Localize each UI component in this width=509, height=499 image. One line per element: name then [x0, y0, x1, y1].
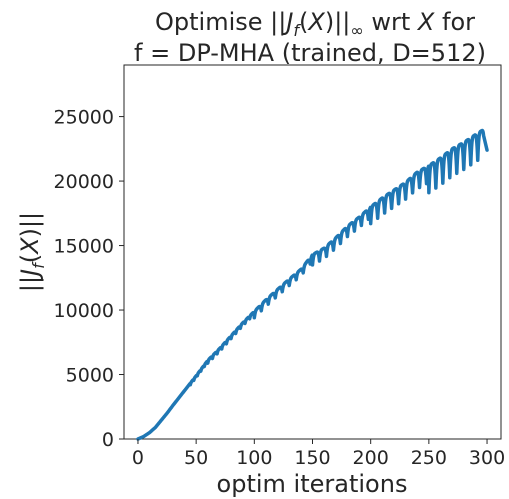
ylabel-part-5: X — [16, 237, 44, 256]
ylabel-part-2: J — [16, 269, 44, 280]
title-part-8: wrt — [364, 8, 418, 36]
x-axis-label: optim iterations — [217, 470, 408, 498]
y-tick-label: 5000 — [66, 365, 114, 387]
x-tick-label: 0 — [132, 447, 144, 469]
title-part-10: for — [434, 8, 475, 36]
x-ticks: 0 50 100 150 200 250 300 — [132, 439, 505, 469]
y-axis-label: ||Jf(X)|| — [16, 212, 48, 292]
title-part-5: X — [306, 8, 325, 36]
x-tick-label: 50 — [184, 447, 208, 469]
title-part-1: Optimise || — [155, 8, 286, 36]
y-tick-label: 25000 — [54, 107, 114, 129]
title-part-6: )|| — [325, 8, 351, 36]
ylabel-part-4: ( — [16, 254, 44, 263]
y-tick-label: 0 — [102, 429, 114, 451]
title-part-9: X — [416, 8, 435, 36]
y-ticks: 0 5000 10000 15000 20000 25000 — [54, 107, 124, 451]
title-part-3: f — [293, 21, 301, 40]
chart-title-line2: f = DP-MHA (trained, D=512) — [134, 39, 486, 67]
y-tick-label: 15000 — [54, 236, 114, 258]
title-part-2: J — [282, 8, 293, 36]
y-tick-label: 20000 — [54, 171, 114, 193]
chart-title-line1: Optimise ||Jf(X)||∞ wrt X for — [155, 8, 475, 40]
ylabel-part-3: f — [29, 261, 48, 269]
y-tick-label: 10000 — [54, 300, 114, 322]
x-tick-label: 100 — [236, 447, 272, 469]
title-part-7: ∞ — [350, 21, 363, 40]
x-tick-label: 250 — [411, 447, 447, 469]
x-tick-label: 300 — [469, 447, 505, 469]
ylabel-part-1: || — [16, 276, 44, 292]
x-tick-label: 200 — [353, 447, 389, 469]
plot-frame — [123, 64, 502, 440]
x-tick-label: 150 — [294, 447, 330, 469]
ylabel-part-6: )|| — [16, 212, 44, 238]
title-part-4: ( — [299, 8, 308, 36]
series-line — [136, 128, 489, 441]
